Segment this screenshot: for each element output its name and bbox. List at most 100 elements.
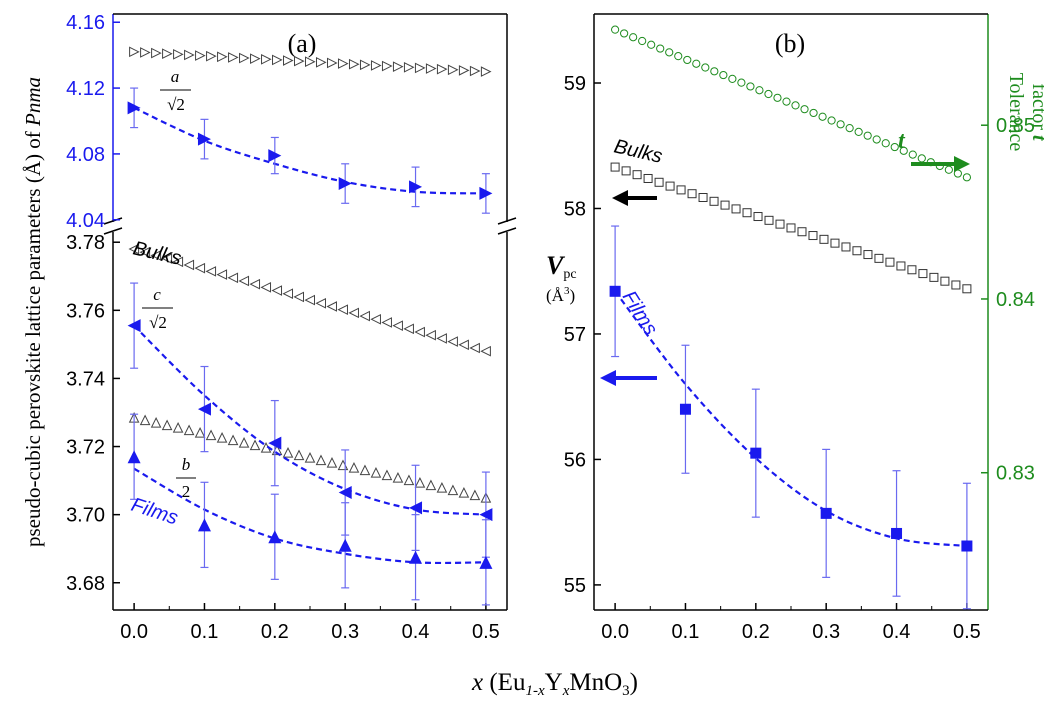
bulk-data-point [392, 320, 403, 331]
bulk-data-point [381, 60, 393, 72]
y-tick-label: 3.68 [66, 573, 105, 595]
x-tick-label: 0.0 [120, 621, 148, 643]
tolerance-data-point [854, 127, 863, 136]
bulk-data-point [293, 449, 305, 461]
film-data-point [127, 319, 141, 333]
bulk-data-point [271, 285, 283, 296]
x-tick-label: 0.3 [812, 621, 840, 643]
bulk-data-point [610, 162, 620, 172]
bulk-data-point [183, 424, 195, 436]
bulk-data-point [140, 47, 151, 58]
film-data-point [409, 550, 423, 564]
y-tick-label: 58 [564, 198, 586, 220]
film-data-point [268, 436, 282, 450]
bulk-data-point [172, 256, 184, 268]
film-data-point [891, 527, 903, 539]
bulk-data-point [403, 61, 415, 73]
tolerance-data-point [836, 120, 845, 129]
bulk-data-point [687, 189, 697, 199]
bulk-data-point [205, 266, 217, 277]
film-data-point [820, 507, 832, 519]
panel-b-y2-axis-label-line2: factor t [1028, 83, 1044, 142]
bulk-data-point [929, 272, 939, 282]
bulk-data-point [239, 52, 250, 64]
panel-a-y-ticks-upper: 4.04 4.08 4.12 4.16 [66, 12, 120, 232]
x-tick-label: 0.4 [402, 621, 430, 643]
axis-break-right [497, 217, 517, 235]
tolerance-data-point [881, 139, 890, 148]
panel-b-y-axis-label: Vpc (Å3) [546, 251, 577, 305]
tolerance-data-point [944, 165, 953, 174]
films-label-b: Films [618, 287, 662, 339]
y-tick-label: 4.12 [66, 78, 105, 100]
bulk-data-point [261, 53, 272, 65]
y-tick-label: 3.70 [66, 505, 105, 527]
tolerance-data-point [719, 70, 728, 80]
bulk-data-point [698, 193, 708, 203]
bulk-data-point [293, 291, 305, 303]
tolerance-data-point [665, 48, 674, 57]
bulk-data-point [885, 257, 895, 267]
bulk-data-point [819, 234, 829, 244]
tolerance-data-point [800, 105, 809, 114]
c-over-sqrt2-denominator: √2 [149, 313, 167, 332]
y-tick-label: 3.76 [66, 300, 105, 322]
bulk-data-point [348, 461, 360, 473]
tolerance-data-point [890, 142, 899, 152]
bulk-data-point [249, 439, 261, 451]
bulk-data-point [414, 62, 426, 74]
bulk-data-point [786, 223, 796, 233]
y-tick-label: 56 [564, 449, 586, 471]
tolerance-data-point [827, 116, 836, 125]
bulk-data-point [337, 459, 349, 471]
bulk-data-point [436, 63, 448, 75]
b-over-2-numerator: b [182, 455, 191, 474]
tolerance-data-point [809, 108, 818, 118]
bulk-data-point [194, 426, 206, 438]
panel-b-y2-axis-label-line1: Tolerance [1005, 73, 1027, 152]
bulk-data-point [227, 272, 239, 284]
bulk-data-point [128, 243, 140, 255]
bulk-data-point [228, 52, 239, 63]
tolerance-data-point [638, 36, 647, 46]
bulk-data-point [359, 464, 371, 476]
film-data-point [479, 555, 493, 569]
x-tick-label: 0.0 [601, 621, 629, 643]
tolerance-data-point [611, 25, 620, 34]
film-data-point [409, 180, 423, 194]
bulk-data-point [709, 196, 719, 206]
film-data-point [127, 450, 141, 464]
film-data-point [338, 486, 352, 500]
panel-b-label: (b) [775, 29, 805, 58]
tolerance-data-point [782, 97, 791, 106]
y-tick-label: 4.16 [66, 12, 105, 34]
bulk-data-point [326, 456, 338, 468]
film-data-point [961, 540, 973, 552]
x-tick-label: 0.5 [953, 621, 981, 643]
bulk-data-point [863, 250, 873, 260]
axis-break-left [103, 217, 123, 235]
bulk-data-point [896, 261, 906, 271]
tolerance-data-point [764, 89, 773, 99]
bulk-data-point [161, 253, 173, 264]
y-tick-label: 0.84 [996, 289, 1035, 311]
x-tick-label: 0.2 [742, 621, 770, 643]
bulk-data-point [150, 250, 162, 261]
bulk-data-point [830, 238, 840, 248]
tolerance-data-point [863, 131, 872, 140]
tolerance-data-point [620, 29, 629, 38]
film-data-point [268, 149, 282, 163]
tolerance-data-point [845, 124, 854, 133]
panel-b-y-ticks: 55 56 57 58 59 [564, 73, 601, 597]
film-data-point [609, 285, 621, 297]
y-tick-label: 4.08 [66, 144, 105, 166]
bulk-data-point [654, 177, 664, 187]
film-data-point [409, 501, 423, 515]
bulk-data-point [753, 212, 763, 222]
film-data-point [338, 538, 352, 552]
bulk-data-point [172, 421, 184, 433]
bulk-data-point [907, 265, 917, 275]
bulk-data-point [184, 49, 195, 61]
